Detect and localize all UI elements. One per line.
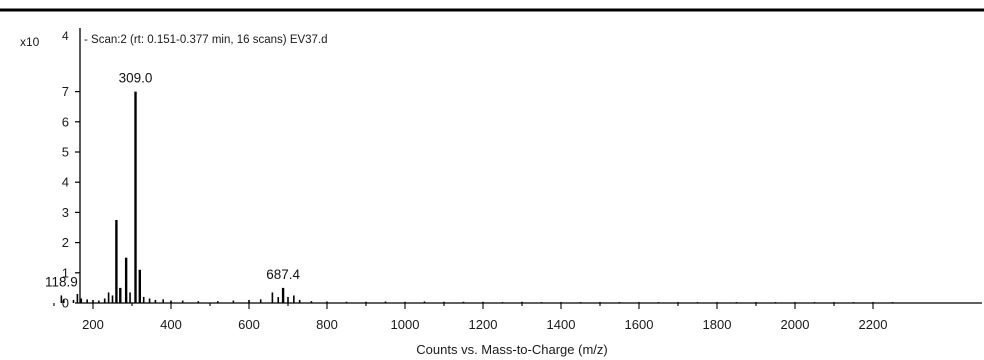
y-tick-label: 1 bbox=[62, 265, 69, 280]
peak-label: 309.0 bbox=[119, 71, 153, 86]
x-tick-label: 1800 bbox=[703, 317, 732, 332]
chart-title: - Scan:2 (rt: 0.151-0.377 min, 16 scans)… bbox=[84, 34, 328, 46]
x-tick-label: 800 bbox=[316, 317, 338, 332]
peak-labels: 118.9 309.0 687.4 bbox=[45, 71, 300, 290]
y-tick-label: 0 bbox=[62, 296, 69, 311]
x-tick-label: 400 bbox=[160, 317, 182, 332]
x-tick-label: 1600 bbox=[625, 317, 654, 332]
y-axis-ticks: 0 1 2 3 4 5 6 7 bbox=[62, 84, 80, 311]
y-tick-label: 2 bbox=[62, 235, 69, 250]
y-multiplier-exponent: 4 bbox=[62, 29, 69, 43]
y-tick-label: 3 bbox=[62, 205, 69, 220]
x-tick-label: 1000 bbox=[391, 317, 420, 332]
x-tick-label: 2000 bbox=[781, 317, 810, 332]
y-multiplier-base: x10 bbox=[20, 35, 40, 49]
x-tick-label: 2200 bbox=[859, 317, 888, 332]
y-tick-label: 6 bbox=[62, 114, 69, 129]
y-tick-label: 7 bbox=[62, 84, 69, 99]
x-tick-label: 1200 bbox=[469, 317, 498, 332]
x-axis-ticks: 200 400 600 800 1000 1200 1400 1600 1800 2000 2200 bbox=[53, 303, 888, 332]
x-tick-label: 1400 bbox=[547, 317, 576, 332]
y-tick-label: 5 bbox=[62, 145, 69, 160]
peak-label: 687.4 bbox=[266, 267, 300, 282]
spectrum-peaks bbox=[60, 91, 894, 303]
x-axis-title: Counts vs. Mass-to-Charge (m/z) bbox=[416, 342, 607, 357]
x-tick-label: 600 bbox=[238, 317, 260, 332]
peak-label: 118.9 bbox=[45, 274, 78, 289]
x-tick-label: 200 bbox=[82, 317, 104, 332]
y-tick-label: 4 bbox=[62, 175, 69, 190]
